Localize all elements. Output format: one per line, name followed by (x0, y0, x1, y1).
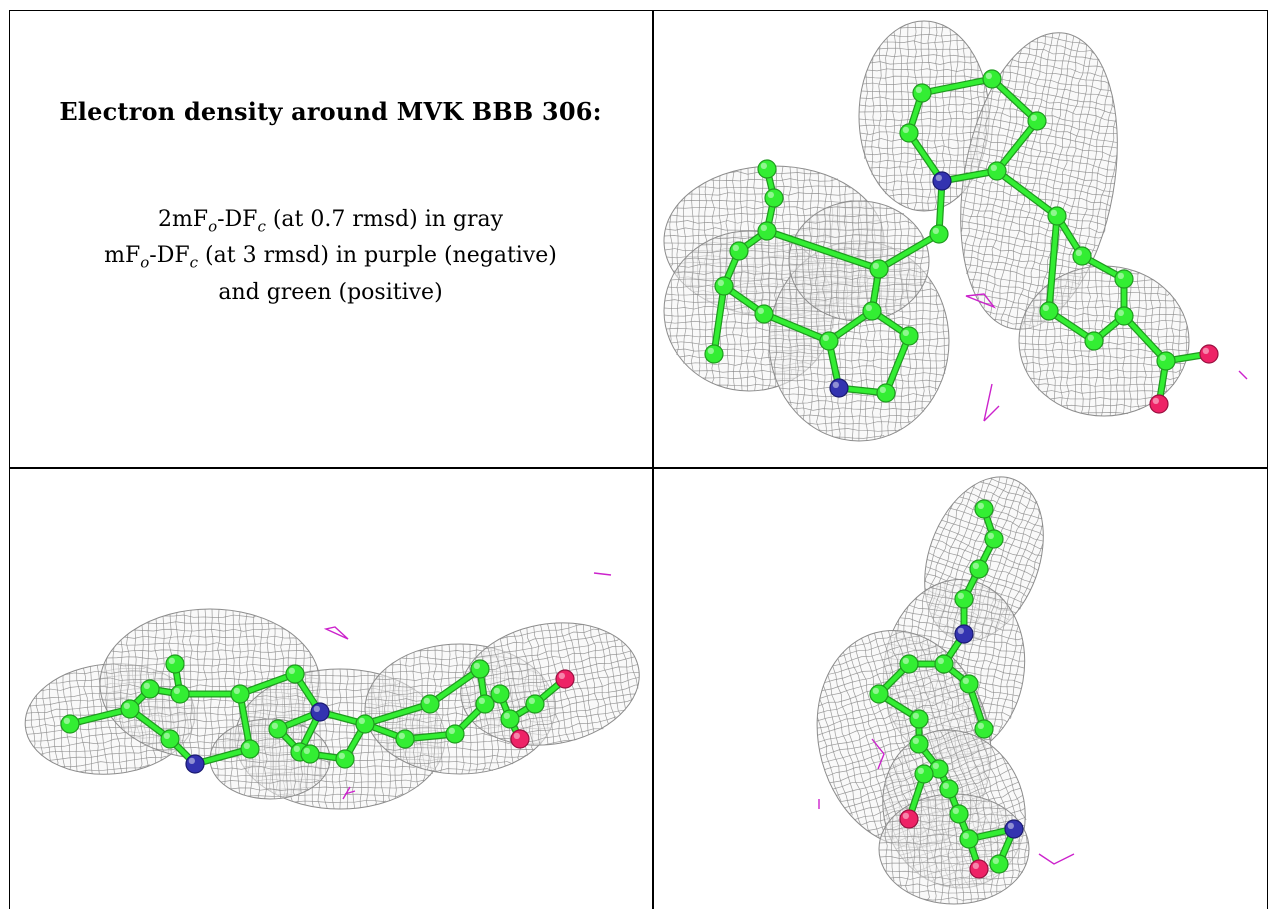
molecule-render-1 (663, 20, 1248, 442)
carbon-atom (959, 674, 979, 694)
nitrogen-atom (185, 754, 205, 774)
nitrogen-atom (954, 624, 974, 644)
carbon-atom (395, 729, 415, 749)
caption-title: Electron density around MVK BBB 306: (59, 97, 602, 126)
negative-difference-density (965, 293, 1248, 422)
carbon-atom (1047, 206, 1067, 226)
carbon-atom (1156, 351, 1176, 371)
carbon-atom (160, 729, 180, 749)
carbon-atom (704, 344, 724, 364)
carbon-atom (1027, 111, 1047, 131)
carbon-atom (268, 719, 288, 739)
carbon-atom (445, 724, 465, 744)
caption-cell: Electron density around MVK BBB 306: 2mF… (10, 11, 651, 466)
carbon-atom (165, 654, 185, 674)
legend-line-green: and green (positive) (218, 279, 443, 305)
carbon-atom (1114, 306, 1134, 326)
carbon-atom (757, 221, 777, 241)
carbon-atom (974, 499, 994, 519)
legend-line-purple: mFo-DFc (at 3 rmsd) in purple (negative) (104, 243, 557, 272)
carbon-atom (974, 719, 994, 739)
negative-difference-density (323, 572, 612, 800)
carbon-atom (60, 714, 80, 734)
density-view-top-right (654, 11, 1267, 466)
molecule-render-2 (24, 572, 640, 810)
carbon-atom (285, 664, 305, 684)
carbon-atom (1072, 246, 1092, 266)
carbon-atom (912, 83, 932, 103)
molecule-render-3 (816, 476, 1075, 905)
carbon-atom (959, 829, 979, 849)
oxygen-atom (555, 669, 575, 689)
carbon-atom (954, 589, 974, 609)
carbon-atom (240, 739, 260, 759)
ball-and-stick-model (869, 499, 1024, 879)
legend-line-gray: 2mFo-DFc (at 0.7 rmsd) in gray (157, 207, 504, 236)
carbon-atom (899, 326, 919, 346)
carbon-atom (984, 529, 1004, 549)
carbon-atom (500, 709, 520, 729)
density-mesh (816, 476, 1044, 905)
oxygen-atom (510, 729, 530, 749)
carbon-atom (230, 684, 250, 704)
carbon-atom (420, 694, 440, 714)
carbon-atom (300, 744, 320, 764)
carbon-atom (899, 123, 919, 143)
carbon-atom (757, 159, 777, 179)
carbon-atom (949, 804, 969, 824)
carbon-atom (819, 331, 839, 351)
density-view-bottom-left (10, 469, 651, 909)
carbon-atom (754, 304, 774, 324)
carbon-atom (987, 161, 1007, 181)
figure-table-border (9, 10, 1268, 909)
ball-and-stick-model (60, 654, 575, 774)
carbon-atom (714, 276, 734, 296)
nitrogen-atom (1004, 819, 1024, 839)
carbon-atom (355, 714, 375, 734)
caption-legend: 2mFo-DFc (at 0.7 rmsd) in gray mFo-DFc (… (10, 205, 651, 308)
carbon-atom (876, 383, 896, 403)
carbon-atom (914, 764, 934, 784)
nitrogen-atom (310, 702, 330, 722)
carbon-atom (140, 679, 160, 699)
carbon-atom (525, 694, 545, 714)
carbon-atom (475, 694, 495, 714)
carbon-atom (989, 854, 1009, 874)
nitrogen-atom (829, 378, 849, 398)
carbon-atom (729, 241, 749, 261)
column-divider (652, 10, 654, 909)
carbon-atom (869, 259, 889, 279)
carbon-atom (120, 699, 140, 719)
density-mesh (24, 608, 640, 810)
carbon-atom (982, 69, 1002, 89)
carbon-atom (490, 684, 510, 704)
row-divider (9, 467, 1268, 469)
carbon-atom (1114, 269, 1134, 289)
oxygen-atom (969, 859, 989, 879)
carbon-atom (335, 749, 355, 769)
carbon-atom (1084, 331, 1104, 351)
carbon-atom (862, 301, 882, 321)
carbon-atom (939, 779, 959, 799)
oxygen-atom (899, 809, 919, 829)
carbon-atom (969, 559, 989, 579)
carbon-atom (934, 654, 954, 674)
carbon-atom (470, 659, 490, 679)
oxygen-atom (1199, 344, 1219, 364)
nitrogen-atom (932, 171, 952, 191)
carbon-atom (170, 684, 190, 704)
ball-and-stick-model (704, 69, 1219, 414)
carbon-atom (909, 734, 929, 754)
density-mesh (663, 20, 1190, 442)
negative-difference-density (818, 738, 1075, 865)
oxygen-atom (1149, 394, 1169, 414)
carbon-atom (929, 224, 949, 244)
density-view-bottom-right (654, 469, 1267, 909)
carbon-atom (899, 654, 919, 674)
carbon-atom (764, 188, 784, 208)
carbon-atom (869, 684, 889, 704)
carbon-atom (909, 709, 929, 729)
carbon-atom (1039, 301, 1059, 321)
